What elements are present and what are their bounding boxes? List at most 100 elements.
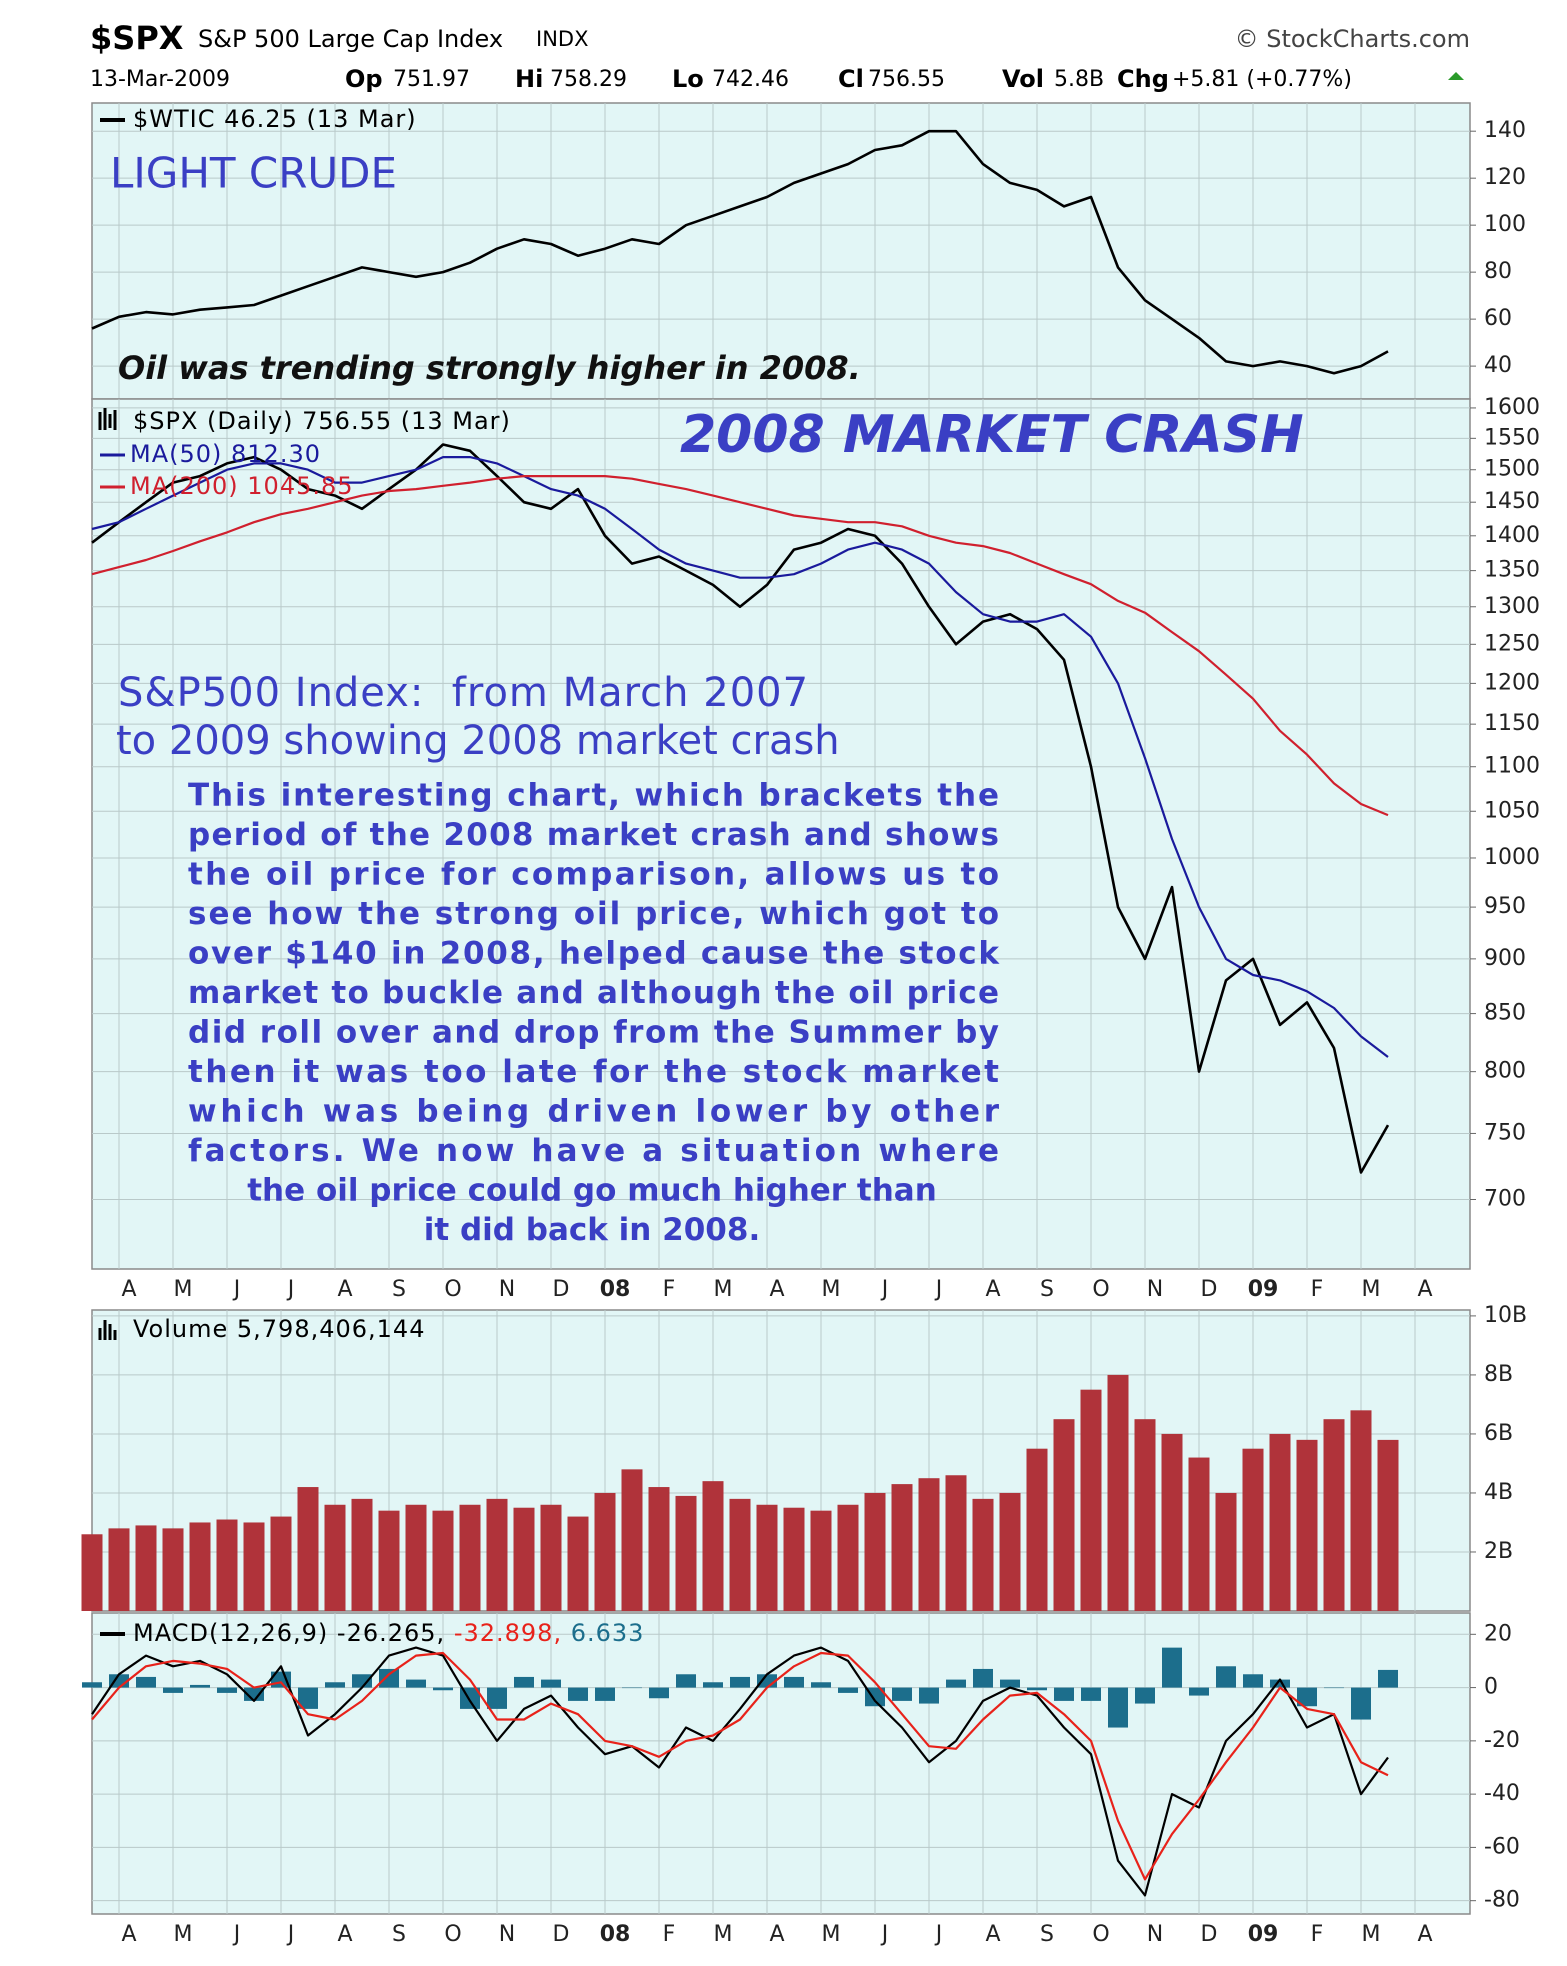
bar [621,1469,643,1611]
x-tick-label: D [1201,1277,1218,1302]
bar [1377,1439,1399,1611]
bar [703,1682,723,1688]
bar [163,1687,183,1693]
bar [1243,1674,1263,1688]
x-tick-label: S [392,1922,406,1947]
y-tick-label: 1150 [1484,711,1540,736]
y-tick-label: 8B [1484,1362,1513,1387]
y-tick-label: 1450 [1484,489,1540,514]
legend-entry: MACD(12,26,9) -26.265, [133,1619,445,1647]
x-tick-label: F [1311,1922,1324,1947]
x-tick-label: 08 [600,1922,631,1947]
bar [541,1679,561,1688]
bar [945,1475,967,1611]
bar [1297,1687,1317,1707]
bar [1242,1448,1264,1611]
annotation: Oil was trending strongly higher in 2008… [118,349,861,387]
legend-entry: $WTIC 46.25 (13 Mar) [133,105,417,133]
y-tick-label: -80 [1484,1888,1520,1913]
note-line: which was being driven lower by other [188,1094,1000,1130]
x-tick-label: 08 [600,1277,631,1302]
x-tick-label: A [337,1277,352,1302]
bar [514,1676,534,1688]
legend-entry: $SPX (Daily) 756.55 (13 Mar) [133,407,511,435]
legend-entry: MA(50) 812.30 [130,440,321,468]
x-tick-label: A [769,1277,784,1302]
bar [243,1522,265,1611]
bar [1081,1687,1101,1701]
x-tick-label: N [1147,1277,1163,1302]
x-tick-label: D [1201,1922,1218,1947]
bar [486,1498,508,1611]
y-tick-label: 100 [1484,212,1526,237]
x-tick-label: N [499,1277,515,1302]
stat-label: Lo [672,65,704,93]
y-tick-label: 1100 [1484,754,1540,779]
y-tick-label: 1250 [1484,631,1540,656]
legend-entry: -32.898, [454,1619,562,1647]
bar [1188,1457,1210,1611]
annotation: S&P500 Index: from March 2007 [118,670,809,716]
y-tick-label: -20 [1484,1728,1520,1753]
y-tick-label: 1000 [1484,845,1540,870]
bar [1000,1679,1020,1688]
series-line [91,1651,1389,1881]
bar [919,1687,939,1704]
annotation: to 2009 showing 2008 market crash [116,718,840,764]
bar [1324,1687,1344,1689]
bar [1215,1492,1237,1611]
bar [298,1687,318,1709]
x-tick-label: F [663,1922,676,1947]
bar [297,1487,319,1611]
note-line: period of the 2008 market crash and show… [188,817,999,853]
x-tick-label: N [1147,1922,1163,1947]
bar [352,1674,372,1688]
x-tick-label: A [985,1277,1000,1302]
bar [1054,1687,1074,1701]
x-tick-label: M [822,1922,841,1947]
bar [810,1510,832,1611]
x-tick-label: A [1417,1922,1432,1947]
x-tick-label: A [121,1277,136,1302]
x-tick-label: S [1040,1277,1054,1302]
legend-entry: MACD(12,26,9) -26.265, -32.898, 6.633 [133,1619,644,1647]
annotation: LIGHT CRUDE [110,149,397,198]
y-tick-label: 140 [1484,118,1526,143]
y-tick-label: 1050 [1484,798,1540,823]
x-tick-label: A [985,1922,1000,1947]
x-tick-label: J [880,1922,889,1947]
bar [973,1668,993,1688]
bar [244,1687,264,1701]
bar [568,1687,588,1701]
bar [81,1534,103,1611]
x-tick-label: J [232,1922,241,1947]
bar [784,1676,804,1688]
bar [108,1528,130,1611]
x-tick-label: D [553,1277,570,1302]
note-line: factors. We now have a situation where [188,1133,999,1169]
bar [1350,1410,1372,1611]
note-block: This interesting chart, which brackets t… [188,778,1000,1249]
y-tick-label: 20 [1484,1621,1512,1646]
bar [676,1674,696,1688]
bar [918,1478,940,1611]
y-tick-label: 60 [1484,306,1512,331]
bar [406,1679,426,1688]
bar [891,1484,913,1611]
x-tick-label: J [286,1277,295,1302]
bar [622,1687,642,1689]
y-tick-label: 4B [1484,1480,1513,1505]
exchange: INDX [536,27,588,51]
y-tick-label: 1350 [1484,558,1540,583]
bar [1216,1666,1236,1688]
bar [837,1504,859,1611]
y-tick-label: 40 [1484,353,1512,378]
y-tick-label: 0 [1484,1675,1498,1700]
bar [351,1498,373,1611]
x-tick-label: S [392,1277,406,1302]
stat-label: Hi [515,65,543,93]
symbol: $SPX [90,19,184,57]
legend-entry: MA(200) 1045.85 [130,472,354,500]
bar [378,1510,400,1611]
x-tick-label: J [286,1922,295,1947]
